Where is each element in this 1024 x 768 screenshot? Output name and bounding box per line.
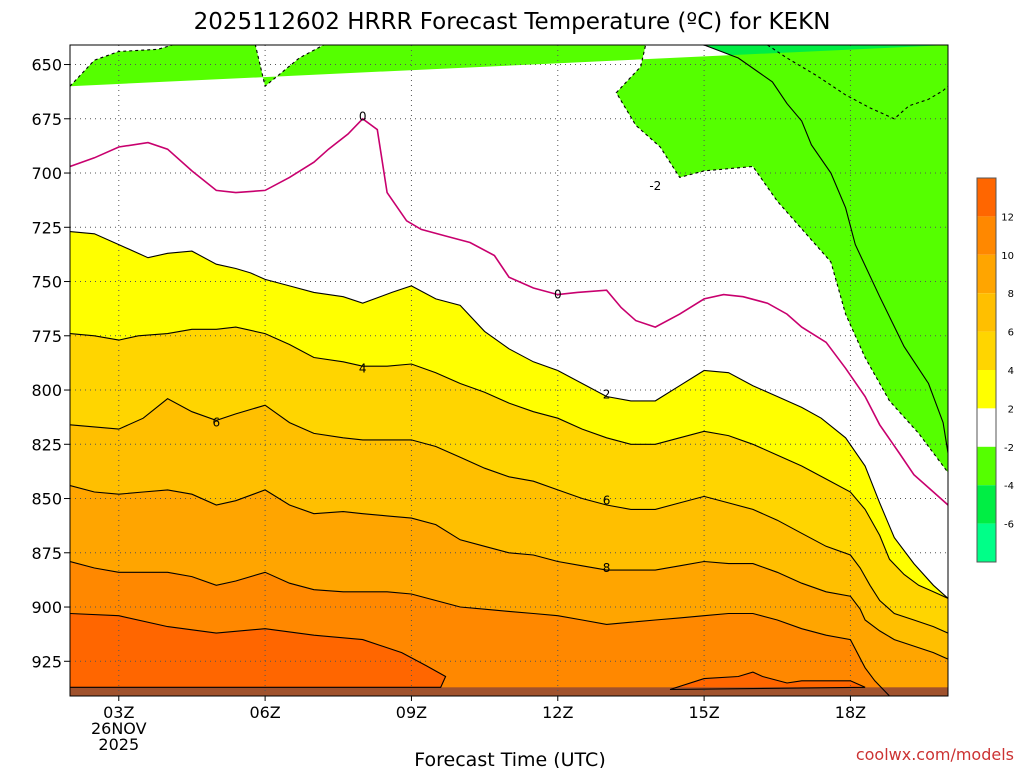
contour-fill-12 xyxy=(70,613,446,688)
y-tick-label: 750 xyxy=(31,273,62,292)
contour-line--2 xyxy=(70,45,948,473)
colorbar-frame xyxy=(976,177,997,563)
colorbar-band xyxy=(977,408,996,447)
y-tick-label: 900 xyxy=(31,598,62,617)
contour-fills xyxy=(70,45,948,696)
y-tick-label: 650 xyxy=(31,56,62,75)
ground-layer xyxy=(70,687,948,696)
colorbar-band xyxy=(977,331,996,370)
colorbar-tick-label: 4 xyxy=(1008,366,1014,377)
y-tick-label: 825 xyxy=(31,435,62,454)
y-tick-label: 700 xyxy=(31,164,62,183)
x-tick-label: 26NOV xyxy=(91,719,147,738)
y-tick-label: 800 xyxy=(31,381,62,400)
plot-frame xyxy=(69,44,949,697)
x-tick-label: 03Z xyxy=(103,703,134,722)
x-tick-label: 18Z xyxy=(835,703,866,722)
y-tick-label: 925 xyxy=(31,652,62,671)
y-tick-label: 775 xyxy=(31,327,62,346)
colorbar-tick-label: -4 xyxy=(1004,481,1014,492)
contour-lines xyxy=(70,45,948,696)
colorbar-tick-label: 2 xyxy=(1008,404,1014,415)
x-tick-label: 2025 xyxy=(98,735,139,754)
contour-line-6 xyxy=(70,398,948,634)
colorbar-band xyxy=(977,293,996,332)
colorbar-tick-label: -2 xyxy=(1004,443,1014,454)
colorbar-legend: 12 10 8 6 4 2 -2 -4 -6 xyxy=(976,177,1014,563)
x-tick-label: 12Z xyxy=(542,703,573,722)
y-tick-label: 850 xyxy=(31,490,62,509)
colorbar-band xyxy=(977,216,996,255)
y-tick-label: 875 xyxy=(31,544,62,563)
contour-label: 8 xyxy=(603,561,611,575)
colorbar-tick-label: 10 xyxy=(1001,251,1014,262)
colorbar-band xyxy=(977,254,996,294)
contour-label: 2 xyxy=(603,387,611,401)
credit-text: coolwx.com/models xyxy=(856,745,1014,764)
contour-line-12 xyxy=(70,612,447,688)
colorbar-tick-label: 12 xyxy=(1001,212,1014,223)
chart-title: 2025112602 HRRR Forecast Temperature (ºC… xyxy=(194,9,831,35)
colorbar-band xyxy=(977,178,996,217)
contour-line-10 xyxy=(70,560,890,696)
contour-labels: 0 -2 0 4 2 6 6 8 xyxy=(213,110,662,575)
contour-fill-12 xyxy=(670,672,866,690)
contour-line--6 xyxy=(767,45,948,120)
ground-strip xyxy=(70,687,948,696)
contour-line-8 xyxy=(70,484,948,660)
x-axis-label: Forecast Time (UTC) xyxy=(414,749,605,768)
contour-line--4 xyxy=(703,45,948,454)
contour-line-12 xyxy=(669,671,866,691)
x-tick-label: 06Z xyxy=(249,703,280,722)
contour-label: 4 xyxy=(359,361,367,375)
contour-fill--2 xyxy=(70,45,948,473)
contour-label: 6 xyxy=(603,494,611,508)
colorbar-tick-label: -6 xyxy=(1004,520,1014,531)
contour-line-2 xyxy=(70,231,948,599)
colorbar-band xyxy=(977,370,996,409)
y-axis: 650 675 700 725 750 775 800 825 850 875 900 925 xyxy=(31,56,70,671)
colorbar-band xyxy=(977,446,996,486)
colorbar-tick-label: 6 xyxy=(1008,328,1014,339)
contour-label: 0 xyxy=(359,110,367,124)
contour-line-0 xyxy=(70,117,948,506)
contour-label: -2 xyxy=(649,179,661,193)
x-tick-label: 15Z xyxy=(688,703,719,722)
y-tick-label: 725 xyxy=(31,218,62,237)
colorbar-tick-label: 8 xyxy=(1008,289,1014,300)
contour-line-4 xyxy=(70,326,948,599)
colorbar-band xyxy=(977,523,996,562)
x-tick-label: 09Z xyxy=(396,703,427,722)
colorbar-band xyxy=(977,485,996,524)
contour-label: 0 xyxy=(554,288,562,302)
contour-label: 6 xyxy=(213,416,221,430)
y-tick-label: 675 xyxy=(31,110,62,129)
